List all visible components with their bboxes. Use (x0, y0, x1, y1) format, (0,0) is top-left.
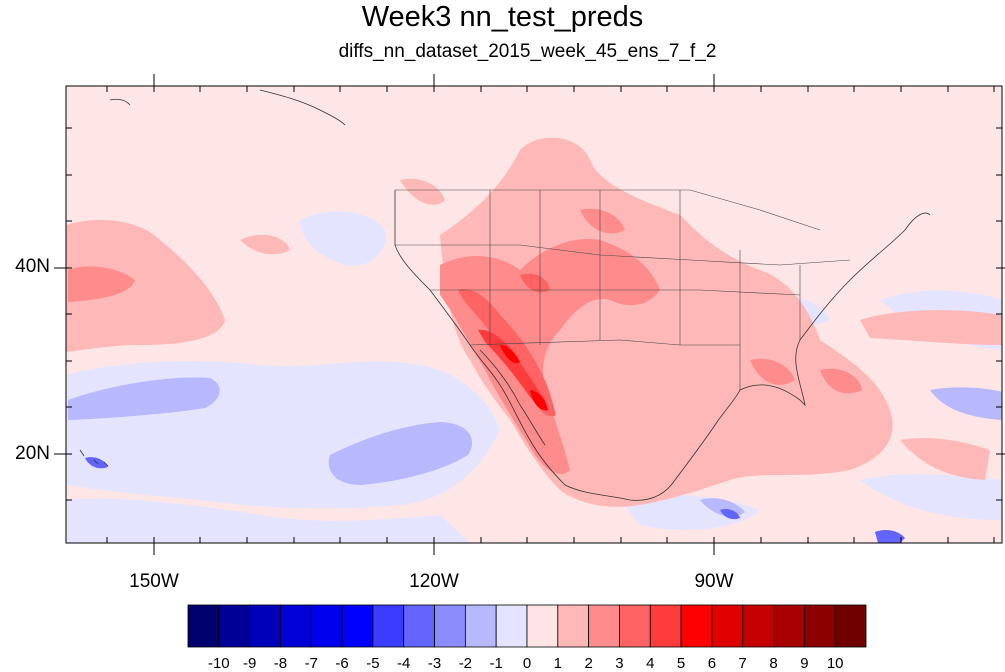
colorbar-label: 6 (707, 655, 717, 672)
lat-label-40n: 40N (15, 256, 50, 277)
colorbar-box (187, 604, 220, 648)
colorbar-box (742, 604, 774, 648)
colorbar-label: 0 (522, 655, 532, 672)
map-title: Week3 nn_test_preds (361, 1, 644, 33)
colorbar-label: 10 (826, 655, 844, 672)
colorbar-box (773, 604, 805, 648)
colorbar-label: 9 (800, 655, 809, 672)
positive-anomaly-very-strong (478, 329, 545, 404)
colorbar-label: -10 (207, 655, 230, 672)
colorbar-label: 2 (584, 655, 593, 672)
colorbar-label: -2 (458, 655, 473, 672)
lon-label-120w: 120W (409, 571, 459, 592)
colorbar-label: 8 (769, 655, 778, 672)
latitude-ticks (54, 127, 1005, 501)
colorbar-box (834, 604, 867, 648)
positive-anomaly-peak (500, 345, 548, 411)
colorbar-box (249, 604, 281, 648)
colorbar-box (619, 604, 651, 648)
colorbar-box (372, 604, 405, 648)
colorbar-box (341, 604, 374, 648)
colorbar-label: -6 (335, 655, 349, 672)
colorbar-label: -8 (273, 655, 288, 672)
colorbar-label: 4 (646, 655, 655, 672)
colorbar-label: -9 (242, 655, 257, 672)
positive-anomaly-medium (68, 208, 862, 475)
colorbar (187, 604, 867, 648)
longitude-ticks (106, 74, 995, 555)
colorbar-label: 5 (676, 655, 686, 672)
colorbar-label: -3 (427, 655, 442, 672)
colorbar-label: -1 (489, 655, 503, 672)
colorbar-label: -5 (366, 655, 380, 672)
colorbar-box (649, 604, 682, 648)
colorbar-box (803, 604, 836, 648)
map-field (66, 86, 1002, 543)
colorbar-box (588, 604, 620, 648)
map-subtitle: diffs_nn_dataset_2015_week_45_ens_7_f_2 (338, 41, 717, 62)
colorbar-box (310, 604, 343, 648)
colorbar-box (557, 604, 590, 648)
coastlines (79, 89, 931, 501)
colorbar-label: 3 (615, 655, 624, 672)
colorbar-label: 7 (738, 655, 747, 672)
colorbar-box (434, 604, 466, 648)
lat-label-20n: 20N (15, 443, 50, 464)
colorbar-box (495, 604, 528, 648)
colorbar-box (711, 604, 744, 648)
lon-label-150w: 150W (129, 571, 179, 592)
colorbar-box (464, 604, 497, 648)
lon-label-90w: 90W (694, 571, 734, 592)
colorbar-box (680, 604, 713, 648)
colorbar-label: -7 (304, 655, 318, 672)
colorbar-label: 1 (553, 655, 562, 672)
state-borders (395, 189, 851, 390)
colorbar-label: -4 (397, 655, 411, 672)
colorbar-box (280, 604, 312, 648)
colorbar-box (218, 604, 251, 648)
colorbar-box (403, 604, 435, 648)
colorbar-box (526, 604, 559, 648)
